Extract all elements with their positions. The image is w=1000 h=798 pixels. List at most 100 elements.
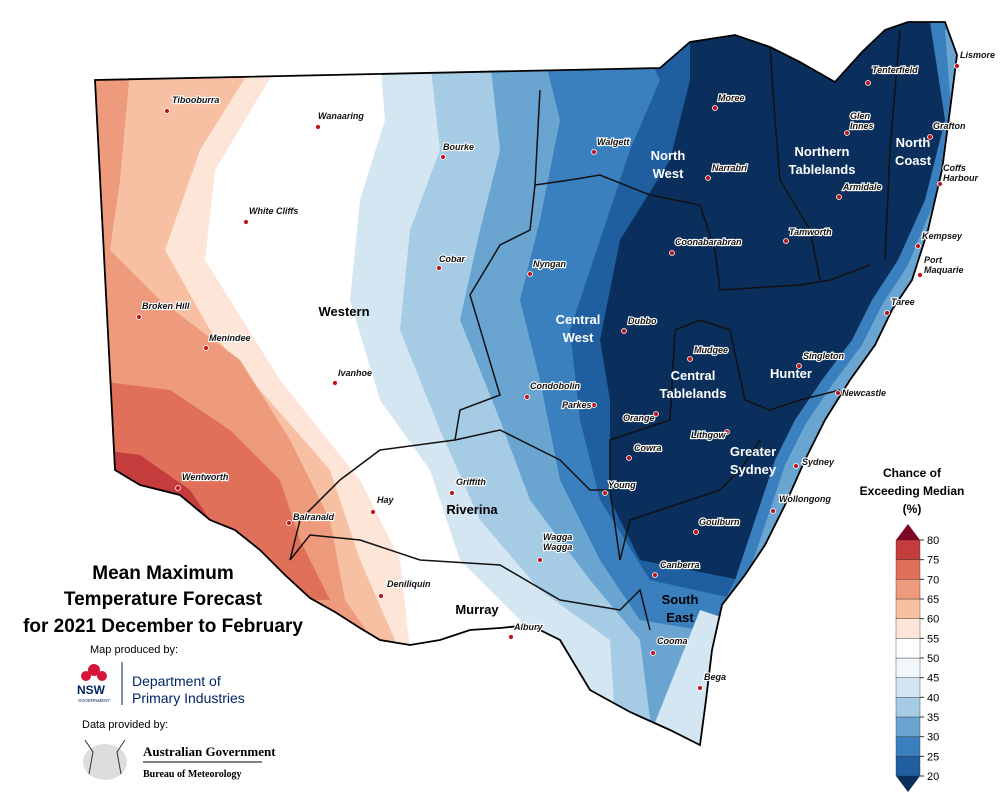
town-label: White Cliffs xyxy=(249,206,298,216)
town-dot xyxy=(286,520,292,526)
region-label: South xyxy=(662,592,699,607)
legend-swatch xyxy=(895,657,921,678)
town-label: Broken Hill xyxy=(142,301,190,311)
legend-tick-label: 55 xyxy=(927,633,939,645)
town-label: Bourke xyxy=(443,142,474,152)
legend-title: (%) xyxy=(903,502,922,516)
town-dot xyxy=(793,463,799,469)
town-dot xyxy=(650,650,656,656)
town-dot xyxy=(440,154,446,160)
town-dot xyxy=(370,509,376,515)
town-label: Armidale xyxy=(842,182,882,192)
town-label: Walgett xyxy=(597,137,630,147)
town-dot xyxy=(927,134,933,140)
title-line: Mean Maximum xyxy=(92,563,233,584)
region-label: Central xyxy=(671,368,716,383)
town-dot xyxy=(332,380,338,386)
town-label: Grafton xyxy=(933,121,966,131)
town-label: Cowra xyxy=(634,443,662,453)
region-label: Tablelands xyxy=(789,162,856,177)
legend-tick-label: 75 xyxy=(927,555,939,567)
town-dot xyxy=(203,345,209,351)
town-dot xyxy=(537,557,543,563)
town-label: Wagga xyxy=(543,542,572,552)
town-dot xyxy=(783,238,789,244)
legend-swatch xyxy=(895,618,921,639)
town-label: Wanaaring xyxy=(318,111,364,121)
town-label: Condobolin xyxy=(530,381,580,391)
town-label: Harbour xyxy=(943,173,979,183)
legend-under xyxy=(896,776,920,792)
region-label: West xyxy=(653,166,684,181)
town-dot xyxy=(591,149,597,155)
town-label: Cobar xyxy=(439,254,466,264)
town-label: Orange xyxy=(623,413,655,423)
town-dot xyxy=(844,130,850,136)
town-dot xyxy=(687,356,693,362)
town-dot xyxy=(917,272,923,278)
legend-over xyxy=(896,524,920,540)
legend-tick-label: 80 xyxy=(927,535,939,547)
legend-swatch xyxy=(895,756,921,777)
town-label: Lismore xyxy=(960,50,995,60)
town-label: Narrabri xyxy=(712,163,748,173)
legend-title: Chance of xyxy=(883,466,942,480)
region-label: Riverina xyxy=(446,502,498,517)
legend-swatch xyxy=(895,716,921,737)
town-dot xyxy=(835,390,841,396)
title-line: for 2021 December to February xyxy=(23,616,303,637)
legend-swatch xyxy=(895,697,921,718)
town-label: Sydney xyxy=(802,457,835,467)
town-dot xyxy=(653,411,659,417)
region-label: Tablelands xyxy=(660,386,727,401)
town-dot xyxy=(175,485,181,491)
town-label: Balranald xyxy=(293,512,335,522)
region-label: North xyxy=(651,148,686,163)
legend-title: Exceeding Median xyxy=(860,484,965,498)
region-label: East xyxy=(666,610,694,625)
town-dot xyxy=(602,490,608,496)
town-dot xyxy=(315,124,321,130)
town-dot xyxy=(591,402,597,408)
town-dot xyxy=(712,105,718,111)
town-label: Lithgow xyxy=(691,430,726,440)
town-label: Port xyxy=(924,255,943,265)
legend-tick-label: 65 xyxy=(927,594,939,606)
town-dot xyxy=(524,394,530,400)
credit-text: Data provided by: xyxy=(82,719,168,731)
region-label: Sydney xyxy=(730,462,777,477)
town-label: Kempsey xyxy=(922,231,963,241)
town-dot xyxy=(796,363,802,369)
region-label: Coast xyxy=(895,153,932,168)
legend-swatch xyxy=(895,638,921,659)
town-label: Nyngan xyxy=(533,259,567,269)
region-label: Greater xyxy=(730,444,776,459)
region-label: West xyxy=(563,330,594,345)
region-label: Murray xyxy=(455,602,499,617)
town-label: Coonabarabran xyxy=(675,237,742,247)
town-label: Young xyxy=(608,480,636,490)
town-label: Newcastle xyxy=(842,388,886,398)
town-dot xyxy=(705,175,711,181)
town-label: Singleton xyxy=(803,351,844,361)
region-label: Western xyxy=(318,304,369,319)
bom-text: Bureau of Meteorology xyxy=(143,769,242,780)
legend-tick-label: 45 xyxy=(927,673,939,685)
town-label: Glen xyxy=(850,111,871,121)
legend-swatch xyxy=(895,598,921,619)
title: Mean Maximum Temperature Forecast for 20… xyxy=(23,563,303,637)
town-label: Tamworth xyxy=(789,227,832,237)
legend-tick-label: 25 xyxy=(927,751,939,763)
town-label: Maquarie xyxy=(924,265,964,275)
ag-text: Australian Government xyxy=(143,744,276,759)
town-dot xyxy=(724,429,730,435)
town-dot xyxy=(527,271,533,277)
legend-tick-label: 70 xyxy=(927,574,939,586)
legend-tick-label: 60 xyxy=(927,614,939,626)
town-dot xyxy=(164,108,170,114)
legend-tick-label: 30 xyxy=(927,732,939,744)
region-label: Northern xyxy=(795,144,850,159)
legend-tick-label: 35 xyxy=(927,712,939,724)
town-dot xyxy=(915,243,921,249)
